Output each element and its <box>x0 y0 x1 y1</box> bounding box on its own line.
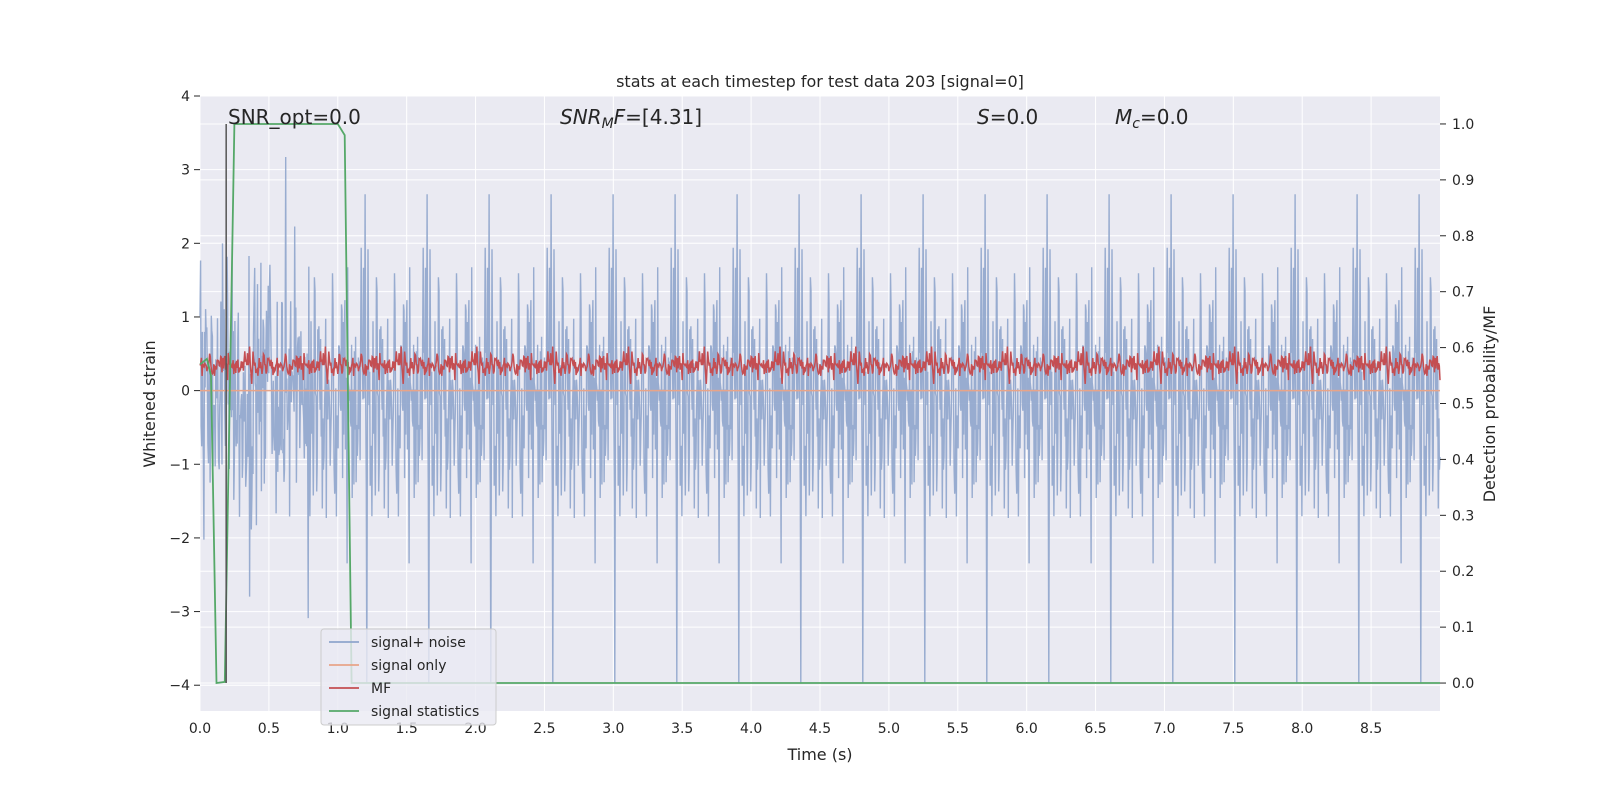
y2-tick-label: 0.7 <box>1452 285 1474 301</box>
chart-title: stats at each timestep for test data 203… <box>616 72 1024 91</box>
s-rest: =0.0 <box>990 105 1039 129</box>
y-tick-label: −3 <box>169 605 190 621</box>
x-tick-label: 0.5 <box>258 721 280 737</box>
y2-axis-label: Detection probability/MF <box>1480 306 1499 503</box>
y-tick-label: −1 <box>169 457 190 473</box>
x-tick-label: 5.5 <box>947 721 969 737</box>
y2-tick-label: 0.1 <box>1452 620 1474 636</box>
annotation-mc: Mc=0.0 <box>1115 105 1189 132</box>
y2-tick-label: 0.0 <box>1452 676 1474 692</box>
y2-tick-label: 0.9 <box>1452 173 1474 189</box>
x-axis-ticks: 0.0 0.5 1.0 1.5 2.0 2.5 3.0 3.5 4.0 4.5 5.0 5.5 6.0 6… <box>189 721 1382 737</box>
snr-mf-sub: M <box>602 116 614 132</box>
x-tick-label: 3.5 <box>671 721 693 737</box>
y2-tick-label: 0.2 <box>1452 564 1474 580</box>
y2-tick-label: 0.3 <box>1452 508 1474 524</box>
y2-tick-label: 1.0 <box>1452 117 1474 133</box>
x-tick-label: 4.5 <box>809 721 831 737</box>
x-tick-label: 2.5 <box>533 721 555 737</box>
mf-line <box>199 346 1441 384</box>
series-signal-noise <box>199 156 1441 683</box>
x-tick-label: 6.0 <box>1016 721 1038 737</box>
y-tick-label: −2 <box>169 531 190 547</box>
y-tick-label: −4 <box>169 678 190 694</box>
snr-mf-rest-italic: F <box>614 105 626 129</box>
y2-tick-label: 0.6 <box>1452 341 1474 357</box>
y-tick-label: 0 <box>181 384 190 400</box>
y2-tick-label: 0.4 <box>1452 452 1474 468</box>
x-axis-label: Time (s) <box>786 745 852 764</box>
mc-sub: c <box>1132 116 1140 132</box>
y-axis-ticks: 4 3 2 1 0 −1 −2 −3 −4 <box>169 89 200 694</box>
legend-label: signal only <box>371 658 446 674</box>
mc-rest: =0.0 <box>1140 105 1189 129</box>
x-tick-label: 8.0 <box>1291 721 1313 737</box>
x-tick-label: 7.5 <box>1222 721 1244 737</box>
annotation-snr-mf: SNRMF=[4.31] <box>560 105 702 132</box>
x-tick-label: 7.0 <box>1153 721 1175 737</box>
snr-mf-main: SNR <box>560 105 602 129</box>
y2-tick-label: 0.8 <box>1452 229 1474 245</box>
y-tick-label: 2 <box>181 236 190 252</box>
x-tick-label: 4.0 <box>740 721 762 737</box>
x-tick-label: 6.5 <box>1084 721 1106 737</box>
mc-main: M <box>1115 105 1132 129</box>
signal-noise-line <box>199 156 1441 683</box>
legend-label: MF <box>371 681 391 697</box>
legend-label: signal+ noise <box>371 635 466 651</box>
annotation-snr-opt: SNR_opt=0.0 <box>228 105 361 129</box>
y-tick-label: 1 <box>181 310 190 326</box>
series-mf <box>199 346 1441 384</box>
s-italic: S <box>977 105 990 129</box>
y-tick-label: 4 <box>181 89 190 105</box>
y-tick-label: 3 <box>181 163 190 179</box>
annotation-s: S=0.0 <box>977 105 1038 129</box>
y-axis-label: Whitened strain <box>140 340 159 467</box>
y2-axis-ticks: 1.0 0.9 0.8 0.7 0.6 0.5 0.4 0.3 0.2 0.1 0.0 <box>1440 117 1474 692</box>
snr-mf-value: =[4.31] <box>625 105 702 129</box>
legend-box <box>320 628 497 726</box>
x-tick-label: 5.0 <box>878 721 900 737</box>
legend: signal+ noise signal only MF signal statist… <box>320 628 497 726</box>
x-tick-label: 8.5 <box>1360 721 1382 737</box>
y2-tick-label: 0.5 <box>1452 397 1474 413</box>
x-tick-label: 0.0 <box>189 721 211 737</box>
legend-label: signal statistics <box>371 704 479 720</box>
x-tick-label: 3.0 <box>602 721 624 737</box>
